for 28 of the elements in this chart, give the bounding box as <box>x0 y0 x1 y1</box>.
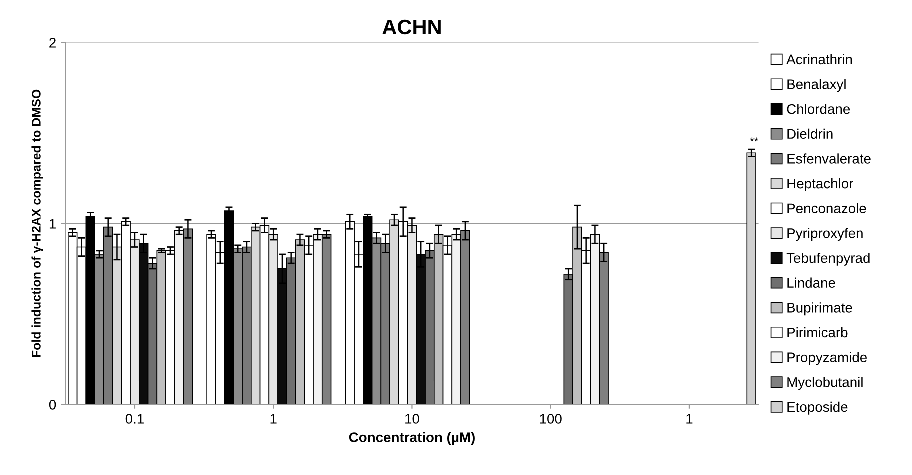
legend-label: Benalaxyl <box>788 79 846 92</box>
legend-label: Propyzamide <box>788 352 867 366</box>
legend-label: Tebufenpyrad <box>786 252 870 266</box>
legend-label: Esfenvalerate <box>788 154 871 164</box>
x-axis-title: Concentration (µM) <box>349 432 475 446</box>
y-tick-label: 1 <box>50 219 56 229</box>
legend-label: Lindane <box>788 278 836 288</box>
bar <box>746 152 756 405</box>
y-tick-label: 2 <box>50 38 56 48</box>
annotation: ** <box>750 138 758 142</box>
x-tick-label: 1 <box>686 414 693 424</box>
legend-label: Pyriproxyfen <box>788 228 863 242</box>
x-tick-label: 100 <box>540 414 562 424</box>
x-tick-label: 0.1 <box>126 414 144 424</box>
chart-title: ACHN <box>382 20 441 35</box>
legend-label: Chlordane <box>787 104 850 114</box>
y-axis-title: Fold induction of γ-H2AX compared to DMSO <box>32 90 44 358</box>
legend-label: Penconazole <box>788 203 866 214</box>
x-tick-label: 10 <box>406 414 420 424</box>
y-tick-label: 0 <box>49 400 56 410</box>
legend-label: Heptachlor <box>788 178 854 192</box>
legend-label: Bupirimate <box>788 302 852 316</box>
x-tick-label: 1 <box>270 414 277 424</box>
legend-label: Pirimicarb <box>788 327 848 338</box>
legend-label: Acrinathrin <box>786 54 852 65</box>
legend-label: Myclobutanil <box>788 377 863 390</box>
legend-label: Etoposide <box>788 402 848 415</box>
legend-label: Dieldrin <box>788 128 833 140</box>
